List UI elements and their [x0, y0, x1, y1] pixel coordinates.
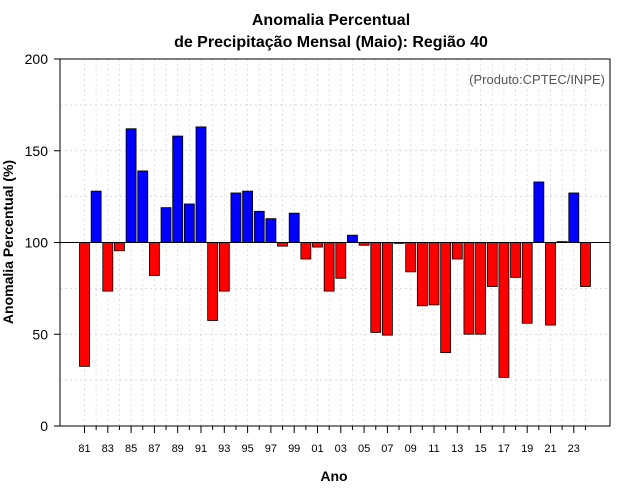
x-tick-label-23: 23	[568, 443, 580, 455]
x-tick-label-87: 87	[148, 443, 160, 455]
bar-1982	[90, 190, 102, 243]
x-tick-label-15: 15	[474, 443, 486, 455]
bar-1984	[114, 242, 125, 252]
x-tick-label-85: 85	[125, 443, 137, 455]
bar-1985	[125, 128, 137, 243]
x-tick-label-13: 13	[451, 443, 463, 455]
bar-1983	[102, 242, 114, 292]
bar-1995	[242, 190, 254, 243]
chart-title-line1: Anomalia Percentual	[252, 12, 410, 29]
bar-2010	[416, 242, 428, 307]
x-tick-label-83: 83	[102, 443, 114, 455]
y-tick-label-0: 0	[40, 418, 48, 434]
bar-1990	[183, 203, 195, 243]
x-tick-label-05: 05	[358, 443, 370, 455]
bar-1989	[172, 135, 184, 243]
x-tick-label-99: 99	[288, 443, 300, 455]
bar-1986	[137, 170, 149, 243]
bar-1987	[148, 242, 160, 276]
bar-1992	[207, 242, 219, 321]
bar-2009	[405, 242, 417, 273]
x-tick-label-81: 81	[78, 443, 90, 455]
x-tick-label-09: 09	[405, 443, 417, 455]
bar-1981	[79, 242, 90, 367]
x-tick-label-19: 19	[521, 443, 533, 455]
x-tick-label-89: 89	[172, 443, 184, 455]
bar-2013	[451, 242, 463, 260]
bars	[79, 126, 591, 378]
bar-1988	[160, 207, 172, 243]
bar-2021	[545, 242, 556, 326]
bar-2024	[580, 242, 591, 287]
bar-2011	[428, 242, 440, 306]
bar-1996	[253, 210, 265, 243]
bar-2000	[300, 242, 312, 260]
bar-1993	[218, 242, 230, 292]
bar-2015	[475, 242, 487, 335]
chart-title-line2: de Precipitação Mensal (Maio): Região 40	[174, 34, 488, 51]
x-tick-label-01: 01	[311, 443, 323, 455]
y-axis: 0 50 100 150 200	[25, 51, 60, 434]
bar-2004	[347, 234, 358, 243]
bar-2017	[498, 242, 510, 378]
bar-1991	[195, 126, 207, 243]
bar-2014	[463, 242, 475, 335]
bar-2012	[440, 242, 452, 353]
bar-2016	[486, 242, 498, 287]
x-tick-label-21: 21	[544, 443, 556, 455]
bar-1999	[288, 212, 300, 243]
x-tick-label-91: 91	[195, 443, 207, 455]
x-tick-label-17: 17	[498, 443, 510, 455]
y-tick-label-200: 200	[25, 51, 49, 67]
bar-2006	[370, 242, 382, 333]
bar-2002	[323, 242, 335, 292]
x-tick-label-11: 11	[428, 443, 439, 455]
bar-2018	[510, 242, 521, 278]
x-axis: 81 83 85 87 89 91 93 95 97 99 01 03 05 07 09 11 13 15 17 19…	[78, 426, 586, 455]
bar-2023	[568, 192, 580, 243]
credit-text: (Produto:CPTEC/INPE)	[469, 72, 605, 87]
bar-2001	[312, 242, 323, 248]
bar-2007	[381, 242, 393, 336]
bar-1998	[277, 242, 288, 247]
bar-2003	[335, 242, 347, 279]
x-tick-label-97: 97	[265, 443, 277, 455]
bar-2019	[521, 242, 533, 324]
bar-1997	[265, 218, 277, 243]
x-tick-label-93: 93	[218, 443, 230, 455]
y-tick-label-50: 50	[32, 326, 48, 342]
x-tick-label-03: 03	[335, 443, 347, 455]
x-axis-label: Ano	[320, 468, 347, 484]
bar-2020	[533, 181, 545, 243]
y-axis-label: Anomalia Percentual (%)	[0, 160, 16, 324]
x-tick-label-95: 95	[241, 443, 253, 455]
y-tick-label-150: 150	[25, 143, 49, 159]
y-tick-label-100: 100	[25, 235, 49, 251]
bar-1994	[230, 192, 242, 243]
x-tick-label-07: 07	[381, 443, 393, 455]
